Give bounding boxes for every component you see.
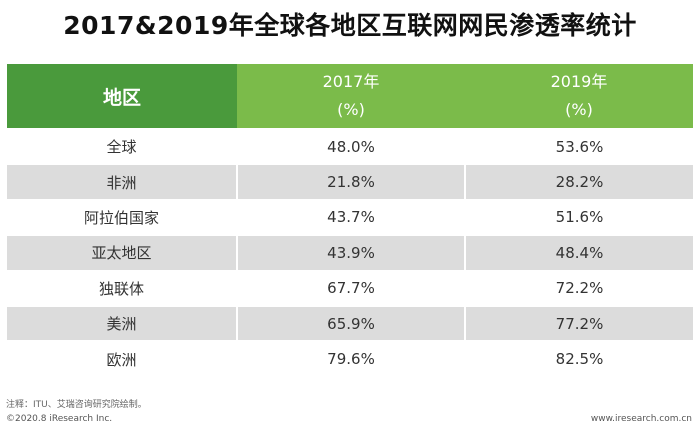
value-2019-cell: 72.2% bbox=[465, 269, 693, 306]
value-2017-cell: 79.6% bbox=[237, 340, 466, 376]
table-row: 全球 48.0% 53.6% bbox=[7, 127, 693, 165]
value-2017-cell: 67.7% bbox=[237, 269, 466, 306]
region-cell: 阿拉伯国家 bbox=[7, 198, 238, 236]
header-2019-year: 2019年 bbox=[550, 72, 608, 91]
value-2019-cell: 48.4% bbox=[465, 234, 693, 271]
data-table: 地区 2017年 (%) 2019年 (%) 全球 48.0% 53.6% 非洲… bbox=[7, 64, 693, 376]
header-2019-unit: (%) bbox=[565, 100, 593, 119]
table-body: 全球 48.0% 53.6% 非洲 21.8% 28.2% 阿拉伯国家 43.7… bbox=[7, 127, 693, 376]
value-2019-cell: 28.2% bbox=[465, 163, 693, 200]
header-region: 地区 bbox=[7, 64, 237, 129]
region-cell: 欧洲 bbox=[7, 340, 238, 376]
value-2019-cell: 53.6% bbox=[465, 127, 693, 165]
header-2017: 2017年 (%) bbox=[237, 64, 465, 129]
data-table-container: 地区 2017年 (%) 2019年 (%) 全球 48.0% 53.6% 非洲… bbox=[7, 64, 693, 376]
header-2017-unit: (%) bbox=[337, 100, 365, 119]
region-cell: 非洲 bbox=[7, 163, 238, 200]
value-2019-cell: 77.2% bbox=[465, 304, 693, 342]
region-cell: 全球 bbox=[7, 127, 238, 165]
table-header: 地区 2017年 (%) 2019年 (%) bbox=[7, 64, 693, 129]
value-2019-cell: 51.6% bbox=[465, 198, 693, 236]
source-note: 注释：ITU、艾瑞咨询研究院绘制。 bbox=[6, 400, 147, 410]
region-cell: 亚太地区 bbox=[7, 234, 238, 271]
region-cell: 独联体 bbox=[7, 269, 238, 306]
table-row: 亚太地区 43.9% 48.4% bbox=[7, 234, 693, 271]
value-2017-cell: 21.8% bbox=[237, 163, 466, 200]
value-2019-cell: 82.5% bbox=[465, 340, 693, 376]
table-row: 美洲 65.9% 77.2% bbox=[7, 304, 693, 342]
value-2017-cell: 65.9% bbox=[237, 304, 466, 342]
website-link: www.iresearch.com.cn bbox=[590, 414, 692, 424]
value-2017-cell: 43.7% bbox=[237, 198, 466, 236]
value-2017-cell: 48.0% bbox=[237, 127, 466, 165]
copyright-text: ©2020.8 iResearch Inc. bbox=[6, 414, 113, 424]
table-row: 欧洲 79.6% 82.5% bbox=[7, 340, 693, 376]
chart-title: 2017&2019年全球各地区互联网网民渗透率统计 bbox=[63, 11, 637, 40]
table-row: 独联体 67.7% 72.2% bbox=[7, 269, 693, 306]
header-2017-year: 2017年 bbox=[322, 72, 380, 91]
table-row: 阿拉伯国家 43.7% 51.6% bbox=[7, 198, 693, 236]
table-row: 非洲 21.8% 28.2% bbox=[7, 163, 693, 200]
header-2019: 2019年 (%) bbox=[465, 64, 693, 129]
region-cell: 美洲 bbox=[7, 304, 238, 342]
value-2017-cell: 43.9% bbox=[237, 234, 466, 271]
